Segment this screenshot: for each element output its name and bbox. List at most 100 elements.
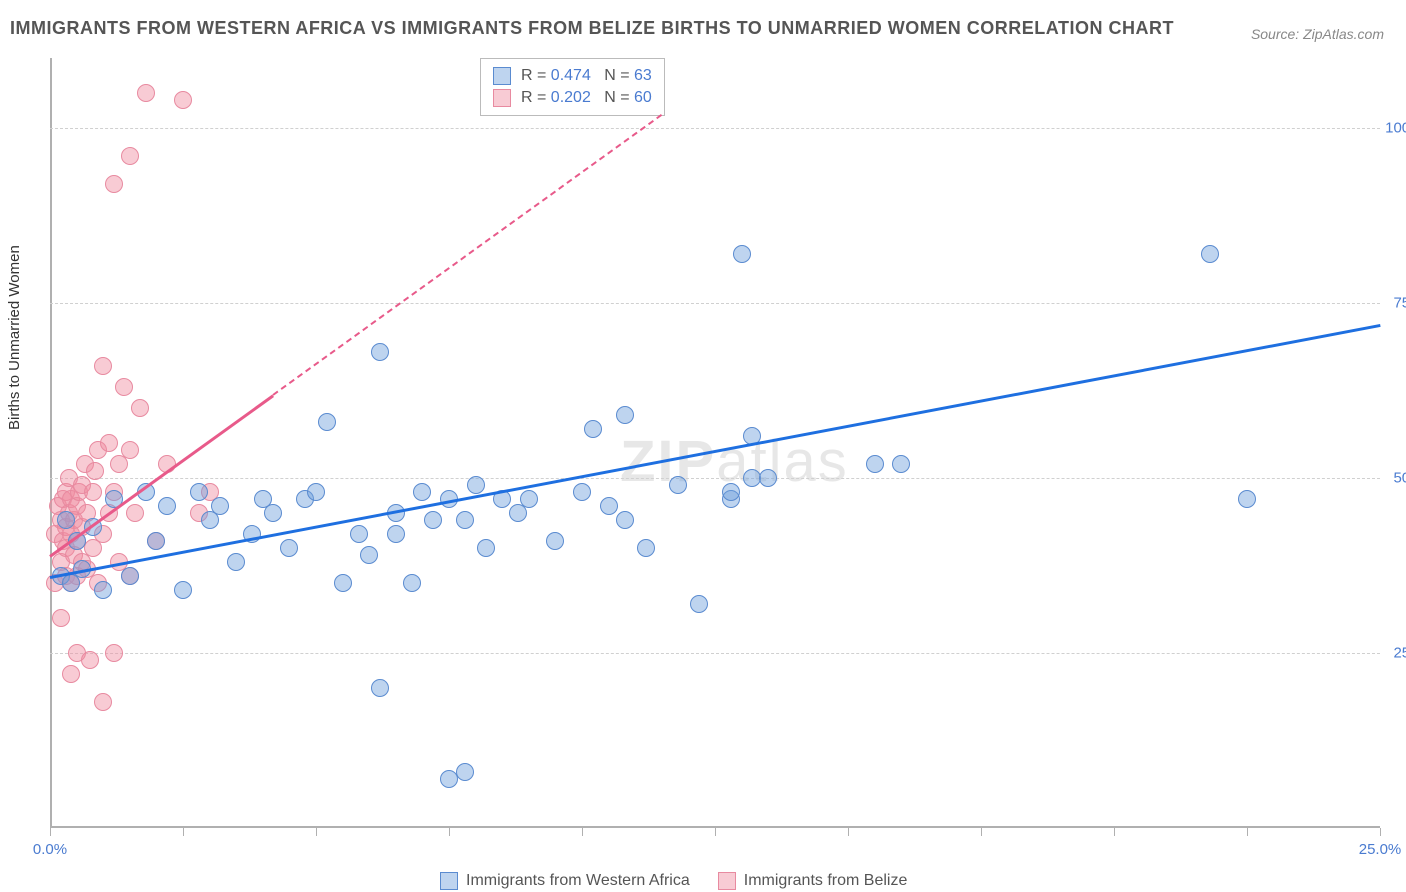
y-tick-label: 50.0% — [1393, 470, 1406, 487]
x-tick — [981, 828, 982, 836]
y-tick-label: 75.0% — [1393, 295, 1406, 312]
western-africa-point — [424, 511, 442, 529]
stats-row: R = 0.202 N = 60 — [493, 87, 652, 109]
x-tick — [316, 828, 317, 836]
belize-point — [105, 644, 123, 662]
stats-row: R = 0.474 N = 63 — [493, 65, 652, 87]
x-tick — [1247, 828, 1248, 836]
y-tick-label: 100.0% — [1385, 120, 1406, 137]
western-africa-point — [227, 553, 245, 571]
n-value: 60 — [634, 89, 652, 106]
belize-point — [86, 462, 104, 480]
x-tick — [715, 828, 716, 836]
grid-line — [50, 303, 1380, 304]
western-africa-point — [147, 532, 165, 550]
legend-item: Immigrants from Belize — [718, 872, 908, 890]
belize-point — [174, 91, 192, 109]
n-label: N = — [604, 67, 629, 84]
western-africa-point — [520, 490, 538, 508]
correlation-chart: IMMIGRANTS FROM WESTERN AFRICA VS IMMIGR… — [0, 0, 1406, 892]
western-africa-point — [387, 525, 405, 543]
western-africa-point — [1201, 245, 1219, 263]
western-africa-point — [573, 483, 591, 501]
western-africa-point — [264, 504, 282, 522]
western-africa-point — [584, 420, 602, 438]
x-tick — [582, 828, 583, 836]
y-tick-label: 25.0% — [1393, 645, 1406, 662]
belize-point — [121, 441, 139, 459]
legend-swatch — [718, 872, 736, 890]
western-africa-point — [190, 483, 208, 501]
western-africa-point — [892, 455, 910, 473]
belize-point — [52, 609, 70, 627]
legend-label: Immigrants from Belize — [744, 872, 908, 890]
belize-point — [100, 434, 118, 452]
source-attribution: Source: ZipAtlas.com — [1251, 26, 1384, 42]
x-tick-label: 0.0% — [33, 841, 67, 858]
western-africa-point — [722, 483, 740, 501]
western-africa-point — [158, 497, 176, 515]
y-axis-label: Births to Unmarried Women — [6, 245, 23, 430]
belize-point — [62, 665, 80, 683]
belize-point — [121, 147, 139, 165]
western-africa-point — [307, 483, 325, 501]
plot-area: ZIPatlas R = 0.474 N = 63R = 0.202 N = 6… — [50, 58, 1380, 828]
belize-trend-extrapolation — [273, 114, 663, 396]
x-tick — [183, 828, 184, 836]
western-africa-point — [318, 413, 336, 431]
belize-point — [94, 693, 112, 711]
western-africa-point — [616, 406, 634, 424]
western-africa-point — [600, 497, 618, 515]
x-tick — [848, 828, 849, 836]
western-africa-point — [1238, 490, 1256, 508]
western-africa-point — [669, 476, 687, 494]
belize-point — [94, 357, 112, 375]
n-label: N = — [604, 89, 629, 106]
western-africa-point — [546, 532, 564, 550]
western-africa-point — [759, 469, 777, 487]
belize-point — [126, 504, 144, 522]
belize-point — [115, 378, 133, 396]
western-africa-point — [174, 581, 192, 599]
western-africa-point — [211, 497, 229, 515]
western-africa-point — [371, 679, 389, 697]
western-africa-point — [334, 574, 352, 592]
legend-item: Immigrants from Western Africa — [440, 872, 690, 890]
r-label: R = — [521, 89, 546, 106]
western-africa-point — [57, 511, 75, 529]
belize-point — [137, 84, 155, 102]
western-africa-point — [690, 595, 708, 613]
western-africa-point — [94, 581, 112, 599]
n-value: 63 — [634, 67, 652, 84]
western-africa-point — [616, 511, 634, 529]
western-africa-point — [121, 567, 139, 585]
x-tick — [1114, 828, 1115, 836]
x-tick — [50, 828, 51, 836]
belize-point — [105, 175, 123, 193]
x-tick-label: 25.0% — [1359, 841, 1402, 858]
legend-swatch — [440, 872, 458, 890]
r-label: R = — [521, 67, 546, 84]
western-africa-point — [456, 511, 474, 529]
western-africa-point — [477, 539, 495, 557]
western-africa-point — [456, 763, 474, 781]
legend-swatch — [493, 89, 511, 107]
western-africa-point — [467, 476, 485, 494]
series-legend: Immigrants from Western Africa Immigrants… — [440, 872, 907, 890]
western-africa-point — [403, 574, 421, 592]
legend-swatch — [493, 67, 511, 85]
belize-point — [131, 399, 149, 417]
grid-line — [50, 128, 1380, 129]
x-tick — [449, 828, 450, 836]
western-africa-point — [371, 343, 389, 361]
r-value: 0.474 — [551, 67, 591, 84]
stats-legend-box: R = 0.474 N = 63R = 0.202 N = 60 — [480, 58, 665, 116]
western-africa-point — [637, 539, 655, 557]
x-tick — [1380, 828, 1381, 836]
western-africa-point — [413, 483, 431, 501]
western-africa-point — [733, 245, 751, 263]
western-africa-point — [866, 455, 884, 473]
western-africa-point — [360, 546, 378, 564]
belize-point — [84, 483, 102, 501]
r-value: 0.202 — [551, 89, 591, 106]
